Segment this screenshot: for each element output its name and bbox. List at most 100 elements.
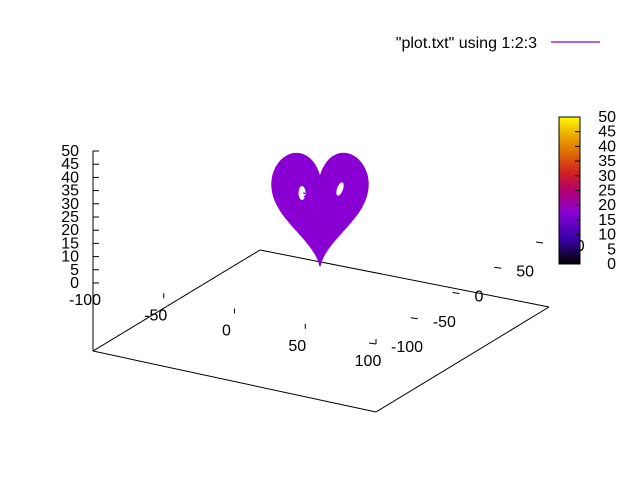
data-point bbox=[352, 165, 354, 167]
y-tick-label: -100 bbox=[391, 339, 423, 356]
data-point bbox=[321, 257, 323, 259]
data-point bbox=[334, 172, 336, 174]
data-point bbox=[299, 163, 301, 165]
y-axis-line bbox=[376, 307, 549, 412]
data-point bbox=[308, 172, 310, 174]
x-tick-label: 0 bbox=[222, 323, 231, 340]
data-point bbox=[289, 208, 291, 210]
data-point bbox=[322, 244, 324, 246]
data-point bbox=[324, 248, 326, 250]
data-point bbox=[284, 173, 286, 175]
data-point bbox=[326, 180, 328, 182]
data-point bbox=[339, 221, 341, 223]
data-point bbox=[304, 196, 306, 198]
y-tick-label: -50 bbox=[433, 314, 456, 331]
data-point bbox=[345, 181, 347, 183]
legend-entry-label: "plot.txt" using 1:2:3 bbox=[396, 35, 537, 52]
data-point bbox=[324, 172, 326, 174]
data-point bbox=[326, 214, 328, 216]
data-point bbox=[314, 170, 316, 172]
colorbar-tick-label: 25 bbox=[598, 183, 616, 200]
data-point bbox=[279, 189, 281, 191]
data-point bbox=[315, 221, 317, 223]
data-point bbox=[329, 160, 331, 162]
data-point bbox=[295, 228, 297, 230]
data-point bbox=[319, 252, 321, 254]
data-point bbox=[317, 247, 319, 249]
colorbar-tick-label: 5 bbox=[607, 241, 616, 258]
x-tick-label: -100 bbox=[69, 292, 101, 309]
data-point bbox=[281, 164, 283, 166]
data-point bbox=[300, 167, 302, 169]
data-point bbox=[280, 167, 282, 169]
data-point bbox=[319, 190, 321, 192]
data-point bbox=[319, 183, 321, 185]
data-point bbox=[308, 177, 310, 179]
data-point bbox=[341, 166, 343, 168]
data-point bbox=[307, 241, 309, 243]
data-point bbox=[317, 242, 319, 244]
data-point bbox=[300, 202, 302, 204]
data-point bbox=[320, 254, 322, 256]
data-point bbox=[318, 185, 320, 187]
data-point bbox=[307, 203, 309, 205]
data-point bbox=[293, 225, 295, 227]
data-point bbox=[316, 176, 318, 178]
data-point bbox=[319, 244, 321, 246]
data-point bbox=[290, 201, 292, 203]
data-point bbox=[327, 225, 329, 227]
data-point bbox=[289, 220, 291, 222]
y-tick bbox=[494, 267, 501, 268]
data-point bbox=[319, 181, 321, 183]
data-point bbox=[325, 183, 327, 185]
data-point bbox=[302, 214, 304, 216]
data-point bbox=[324, 178, 326, 180]
data-point bbox=[300, 233, 302, 235]
data-point bbox=[325, 241, 327, 243]
data-point bbox=[319, 232, 321, 234]
data-point bbox=[279, 181, 281, 183]
data-point bbox=[311, 236, 313, 238]
data-point bbox=[342, 212, 344, 214]
data-point bbox=[320, 175, 322, 177]
data-series-cloud bbox=[272, 154, 368, 267]
data-point bbox=[318, 239, 320, 241]
colorbar-tick-label: 20 bbox=[598, 197, 616, 214]
data-point bbox=[301, 160, 303, 162]
data-point bbox=[347, 181, 349, 183]
data-point bbox=[322, 179, 324, 181]
data-point bbox=[302, 202, 304, 204]
data-point bbox=[319, 229, 321, 231]
data-point bbox=[347, 216, 349, 218]
data-point bbox=[348, 163, 350, 165]
data-point bbox=[278, 193, 280, 195]
data-point bbox=[302, 212, 304, 214]
data-point bbox=[319, 222, 321, 224]
colorbar-tick-label: 35 bbox=[598, 153, 616, 170]
data-point bbox=[346, 220, 348, 222]
data-point bbox=[321, 216, 323, 218]
data-point bbox=[298, 213, 300, 215]
data-point bbox=[296, 191, 298, 193]
data-point bbox=[319, 256, 321, 258]
x-axis-line bbox=[93, 351, 376, 412]
data-point bbox=[286, 170, 288, 172]
data-point bbox=[320, 220, 322, 222]
data-point bbox=[362, 182, 364, 184]
data-point bbox=[291, 199, 293, 201]
data-point bbox=[335, 205, 337, 207]
data-point bbox=[318, 218, 320, 220]
data-point bbox=[304, 166, 306, 168]
colorbar-tick-label: 10 bbox=[598, 227, 616, 244]
data-point bbox=[316, 171, 318, 173]
data-point bbox=[303, 192, 305, 194]
data-point bbox=[319, 262, 321, 264]
data-point bbox=[298, 181, 300, 183]
data-point bbox=[319, 248, 321, 250]
z-tick-label: 50 bbox=[61, 143, 79, 160]
colorbar-tick-label: 0 bbox=[607, 256, 616, 273]
data-point bbox=[275, 180, 277, 182]
back-left-edge bbox=[93, 250, 260, 351]
data-point bbox=[300, 215, 302, 217]
